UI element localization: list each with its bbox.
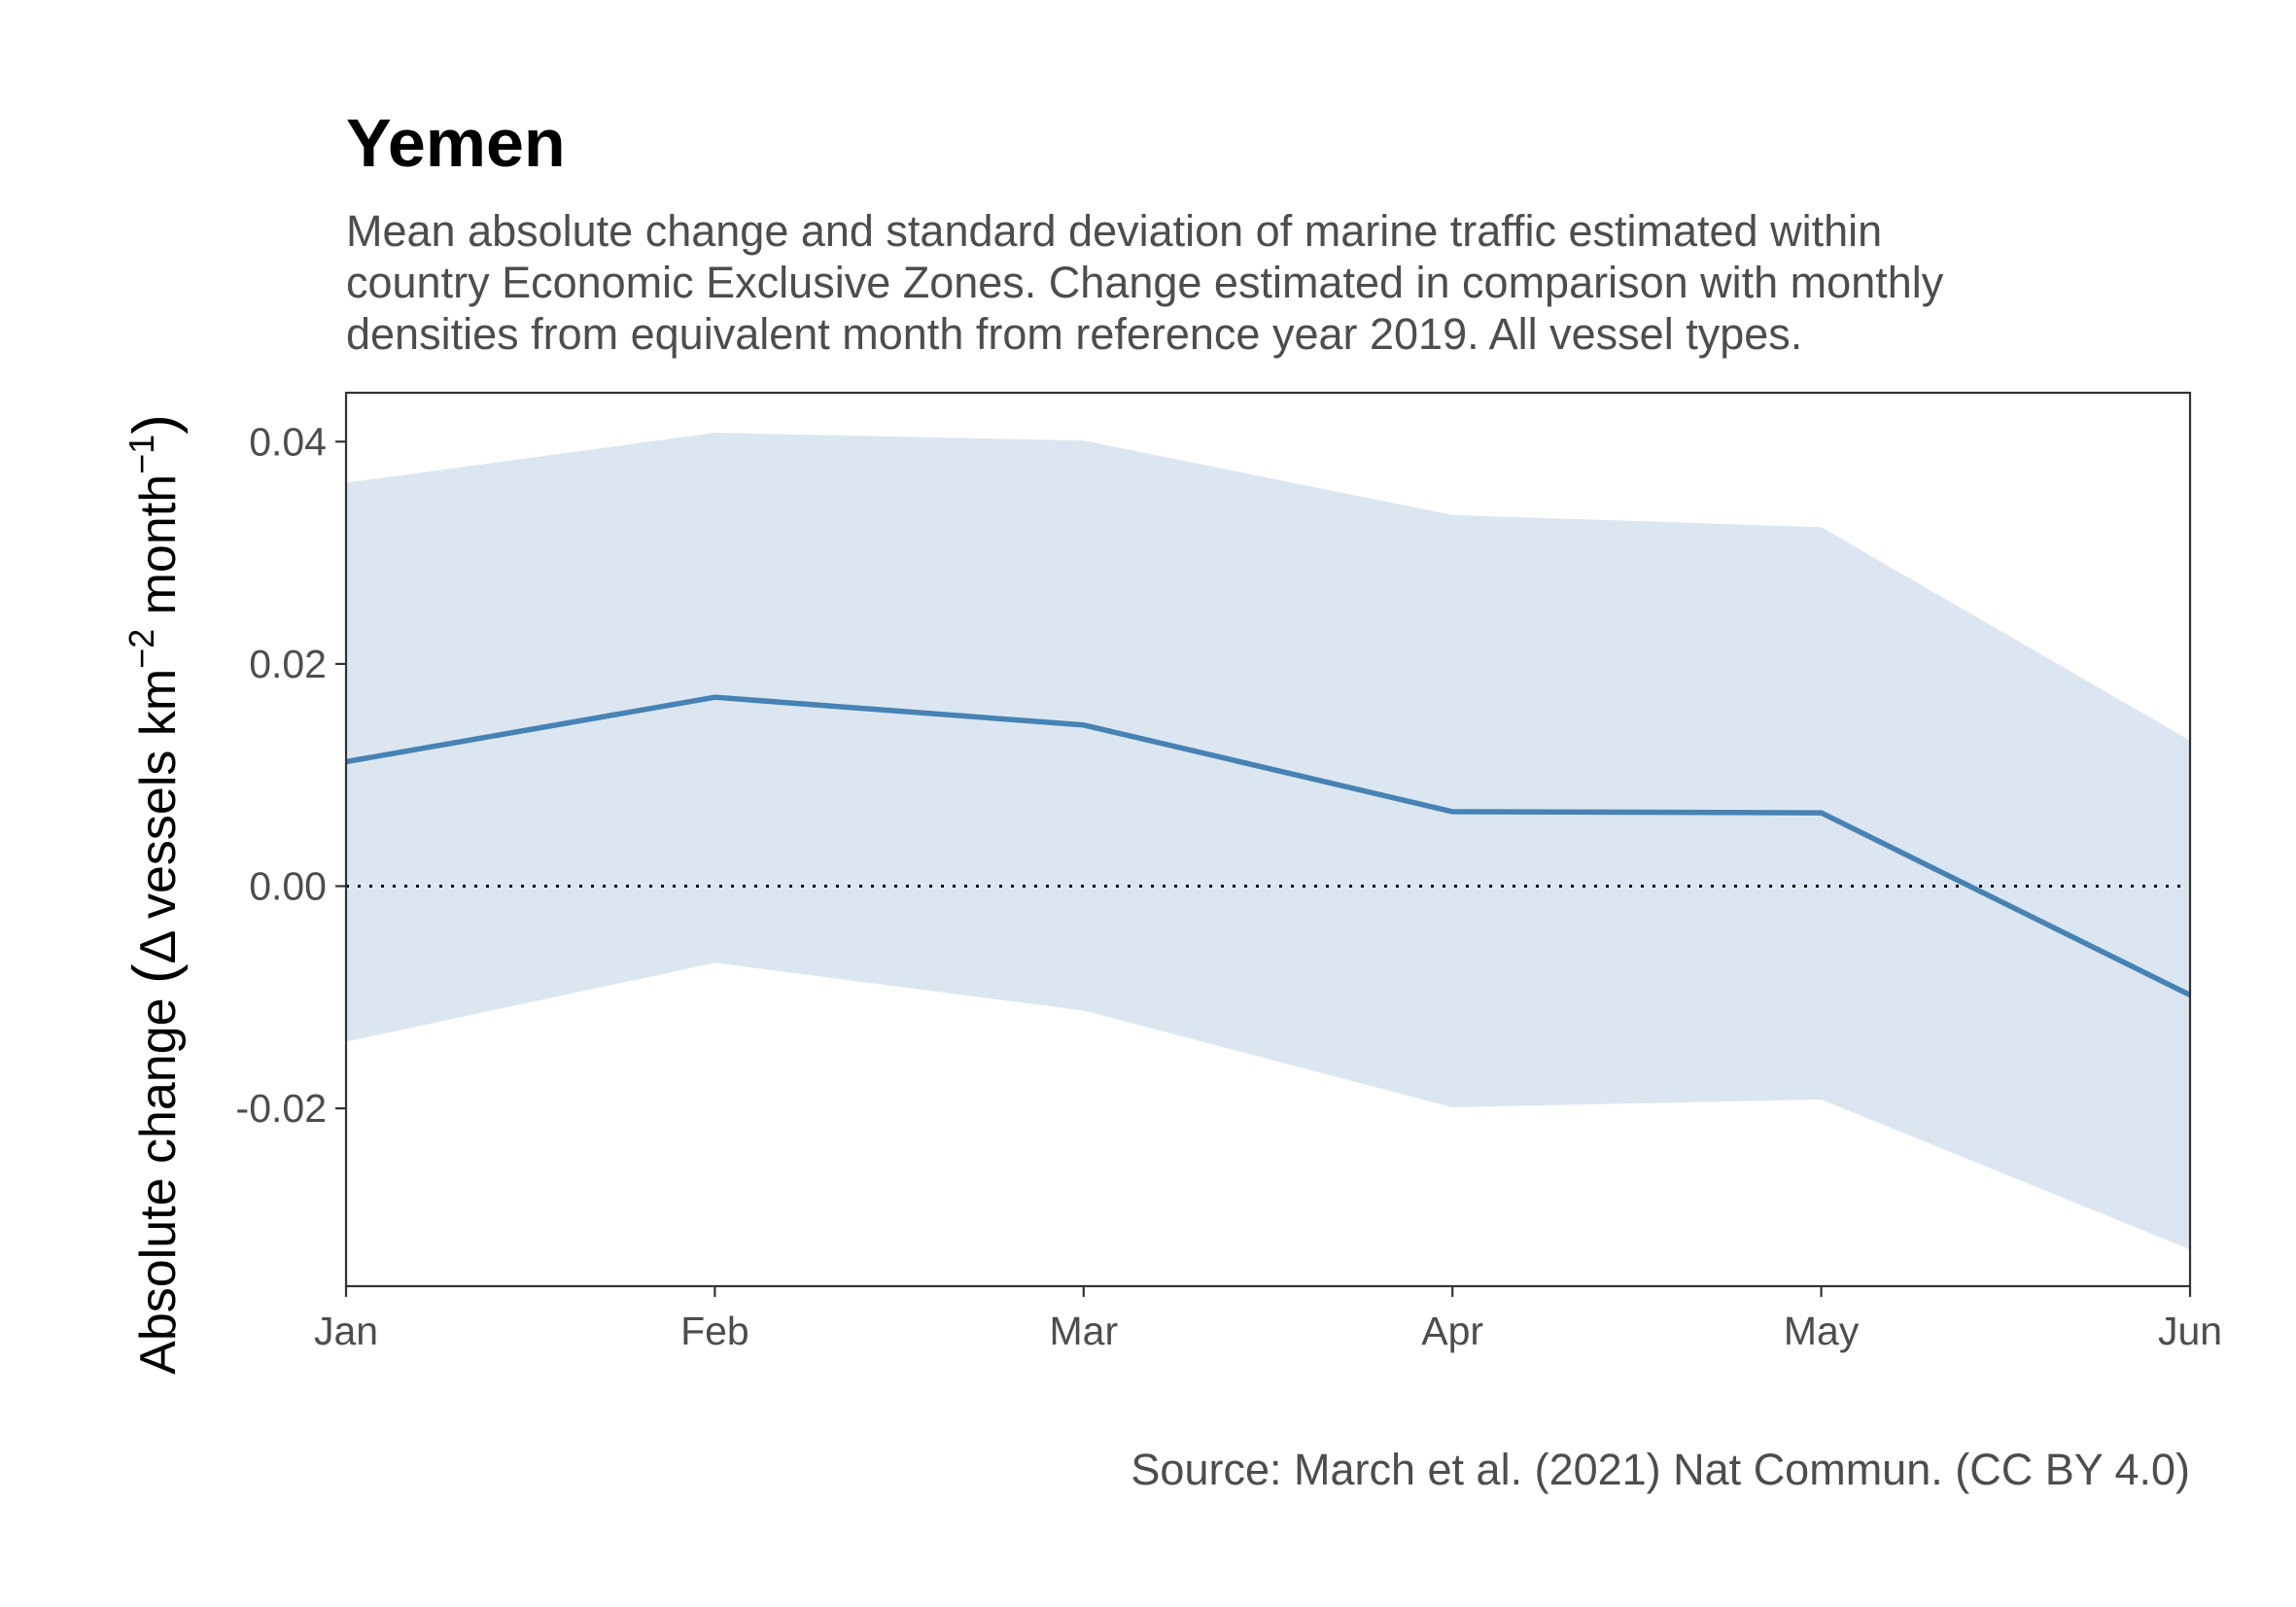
y-axis-title: Absolute change (Δ vessels km−2 month−1)	[122, 414, 189, 1375]
mean-change-line	[345, 694, 2192, 997]
x-tick-label: Mar	[1049, 1309, 1118, 1353]
y-tick-label: 0.02	[249, 642, 327, 686]
chart-caption: Source: March et al. (2021) Nat Commun. …	[1131, 1445, 2190, 1494]
plot-area	[344, 391, 2192, 1288]
y-axis-title-exponent-a: −2	[122, 629, 161, 669]
y-axis-title-unit-b: month	[130, 474, 187, 629]
x-tick-label: Feb	[680, 1309, 749, 1353]
chart-title: Yemen	[346, 105, 566, 181]
y-axis-title-close-paren: )	[122, 414, 189, 435]
y-axis-title-exponent-b: −1	[122, 435, 161, 474]
y-tick-label: 0.04	[249, 419, 327, 464]
x-tick-label: Jun	[2158, 1309, 2222, 1353]
x-tick-label: May	[1784, 1309, 1860, 1353]
plot-panel-border	[344, 391, 2192, 1288]
x-axis: Jan Feb Mar Apr May Jun	[314, 1286, 2222, 1353]
y-axis: -0.02 0.00 0.02 0.04	[236, 419, 346, 1131]
std-dev-ribbon	[346, 433, 2190, 1250]
y-axis-title-unit-a: vessels km	[130, 669, 187, 933]
y-tick-label: -0.02	[236, 1086, 327, 1131]
chart-subtitle-line-2: country Economic Exclusive Zones. Change…	[346, 258, 1944, 307]
y-axis-title-delta: Δ	[130, 930, 187, 963]
y-axis-title-open-paren: (	[122, 963, 189, 984]
chart-subtitle-line-3: densities from equivalent month from ref…	[346, 309, 1802, 359]
chart-subtitle-line-1: Mean absolute change and standard deviat…	[346, 206, 1882, 256]
x-tick-label: Jan	[314, 1309, 378, 1353]
y-axis-title-prefix: Absolute change	[130, 984, 187, 1375]
y-tick-label: 0.00	[249, 864, 327, 909]
x-tick-label: Apr	[1421, 1309, 1483, 1353]
